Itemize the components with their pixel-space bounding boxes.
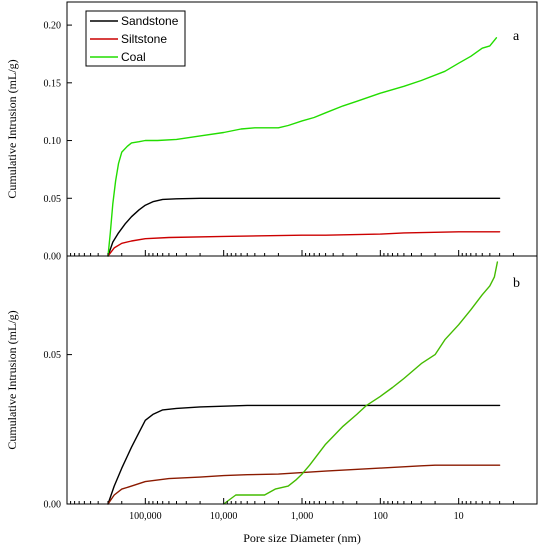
x-tick-label: 100,000: [129, 511, 162, 522]
series-coal-b: [223, 261, 499, 505]
x-axis-label: Pore size Diameter (nm): [243, 531, 361, 545]
y-tick-label: 0.05: [44, 194, 62, 205]
series-sandstone-a: [107, 197, 501, 257]
legend: Sandstone Siltstone Coal: [85, 10, 186, 67]
panel-a-y-axis-label: Cumulative Intrusion (mL/g): [5, 59, 19, 198]
panel-b-frame: [66, 255, 538, 505]
y-tick-label: 0.10: [44, 136, 62, 147]
panel-b-series: [107, 261, 501, 505]
y-tick-label: 0.15: [44, 78, 62, 89]
legend-entry-sandstone: Sandstone: [121, 14, 179, 28]
legend-entry-coal: Coal: [121, 50, 146, 64]
y-tick-label: 0.00: [44, 500, 62, 511]
panel-a: 0.00 0.05 0.10 0.15 0.20 Cumulative Intrusio…: [5, 1, 538, 263]
panel-a-label: a: [513, 29, 520, 44]
panel-b-label: b: [513, 276, 520, 291]
y-tick-label: 0.20: [44, 21, 62, 32]
x-tick-label: 10,000: [210, 511, 238, 522]
panel-a-x-ticks: [70, 250, 538, 256]
series-coal-a: [107, 37, 498, 257]
panel-a-series: [107, 37, 501, 257]
series-siltstone-b: [107, 464, 501, 505]
x-tick-label: 100: [373, 511, 388, 522]
panel-b-y-axis-label: Cumulative Intrusion (mL/g): [5, 310, 19, 449]
panel-a-y-ticks: 0.00 0.05 0.10 0.15 0.20: [44, 21, 72, 263]
series-sandstone-b: [107, 404, 501, 505]
legend-entry-siltstone: Siltstone: [121, 32, 167, 46]
panel-b: 0.00 0.05 100,000 10,000 1,000 100 10 Cumulat…: [5, 255, 538, 545]
y-tick-label: 0.00: [44, 252, 62, 263]
x-tick-label: 1,000: [291, 511, 314, 522]
y-tick-label: 0.05: [44, 350, 62, 361]
panel-b-y-ticks: 0.00 0.05: [44, 350, 72, 511]
x-tick-label: 10: [454, 511, 464, 522]
panel-b-x-ticks: 100,000 10,000 1,000 100 10: [70, 498, 538, 522]
series-siltstone-a: [107, 231, 501, 257]
